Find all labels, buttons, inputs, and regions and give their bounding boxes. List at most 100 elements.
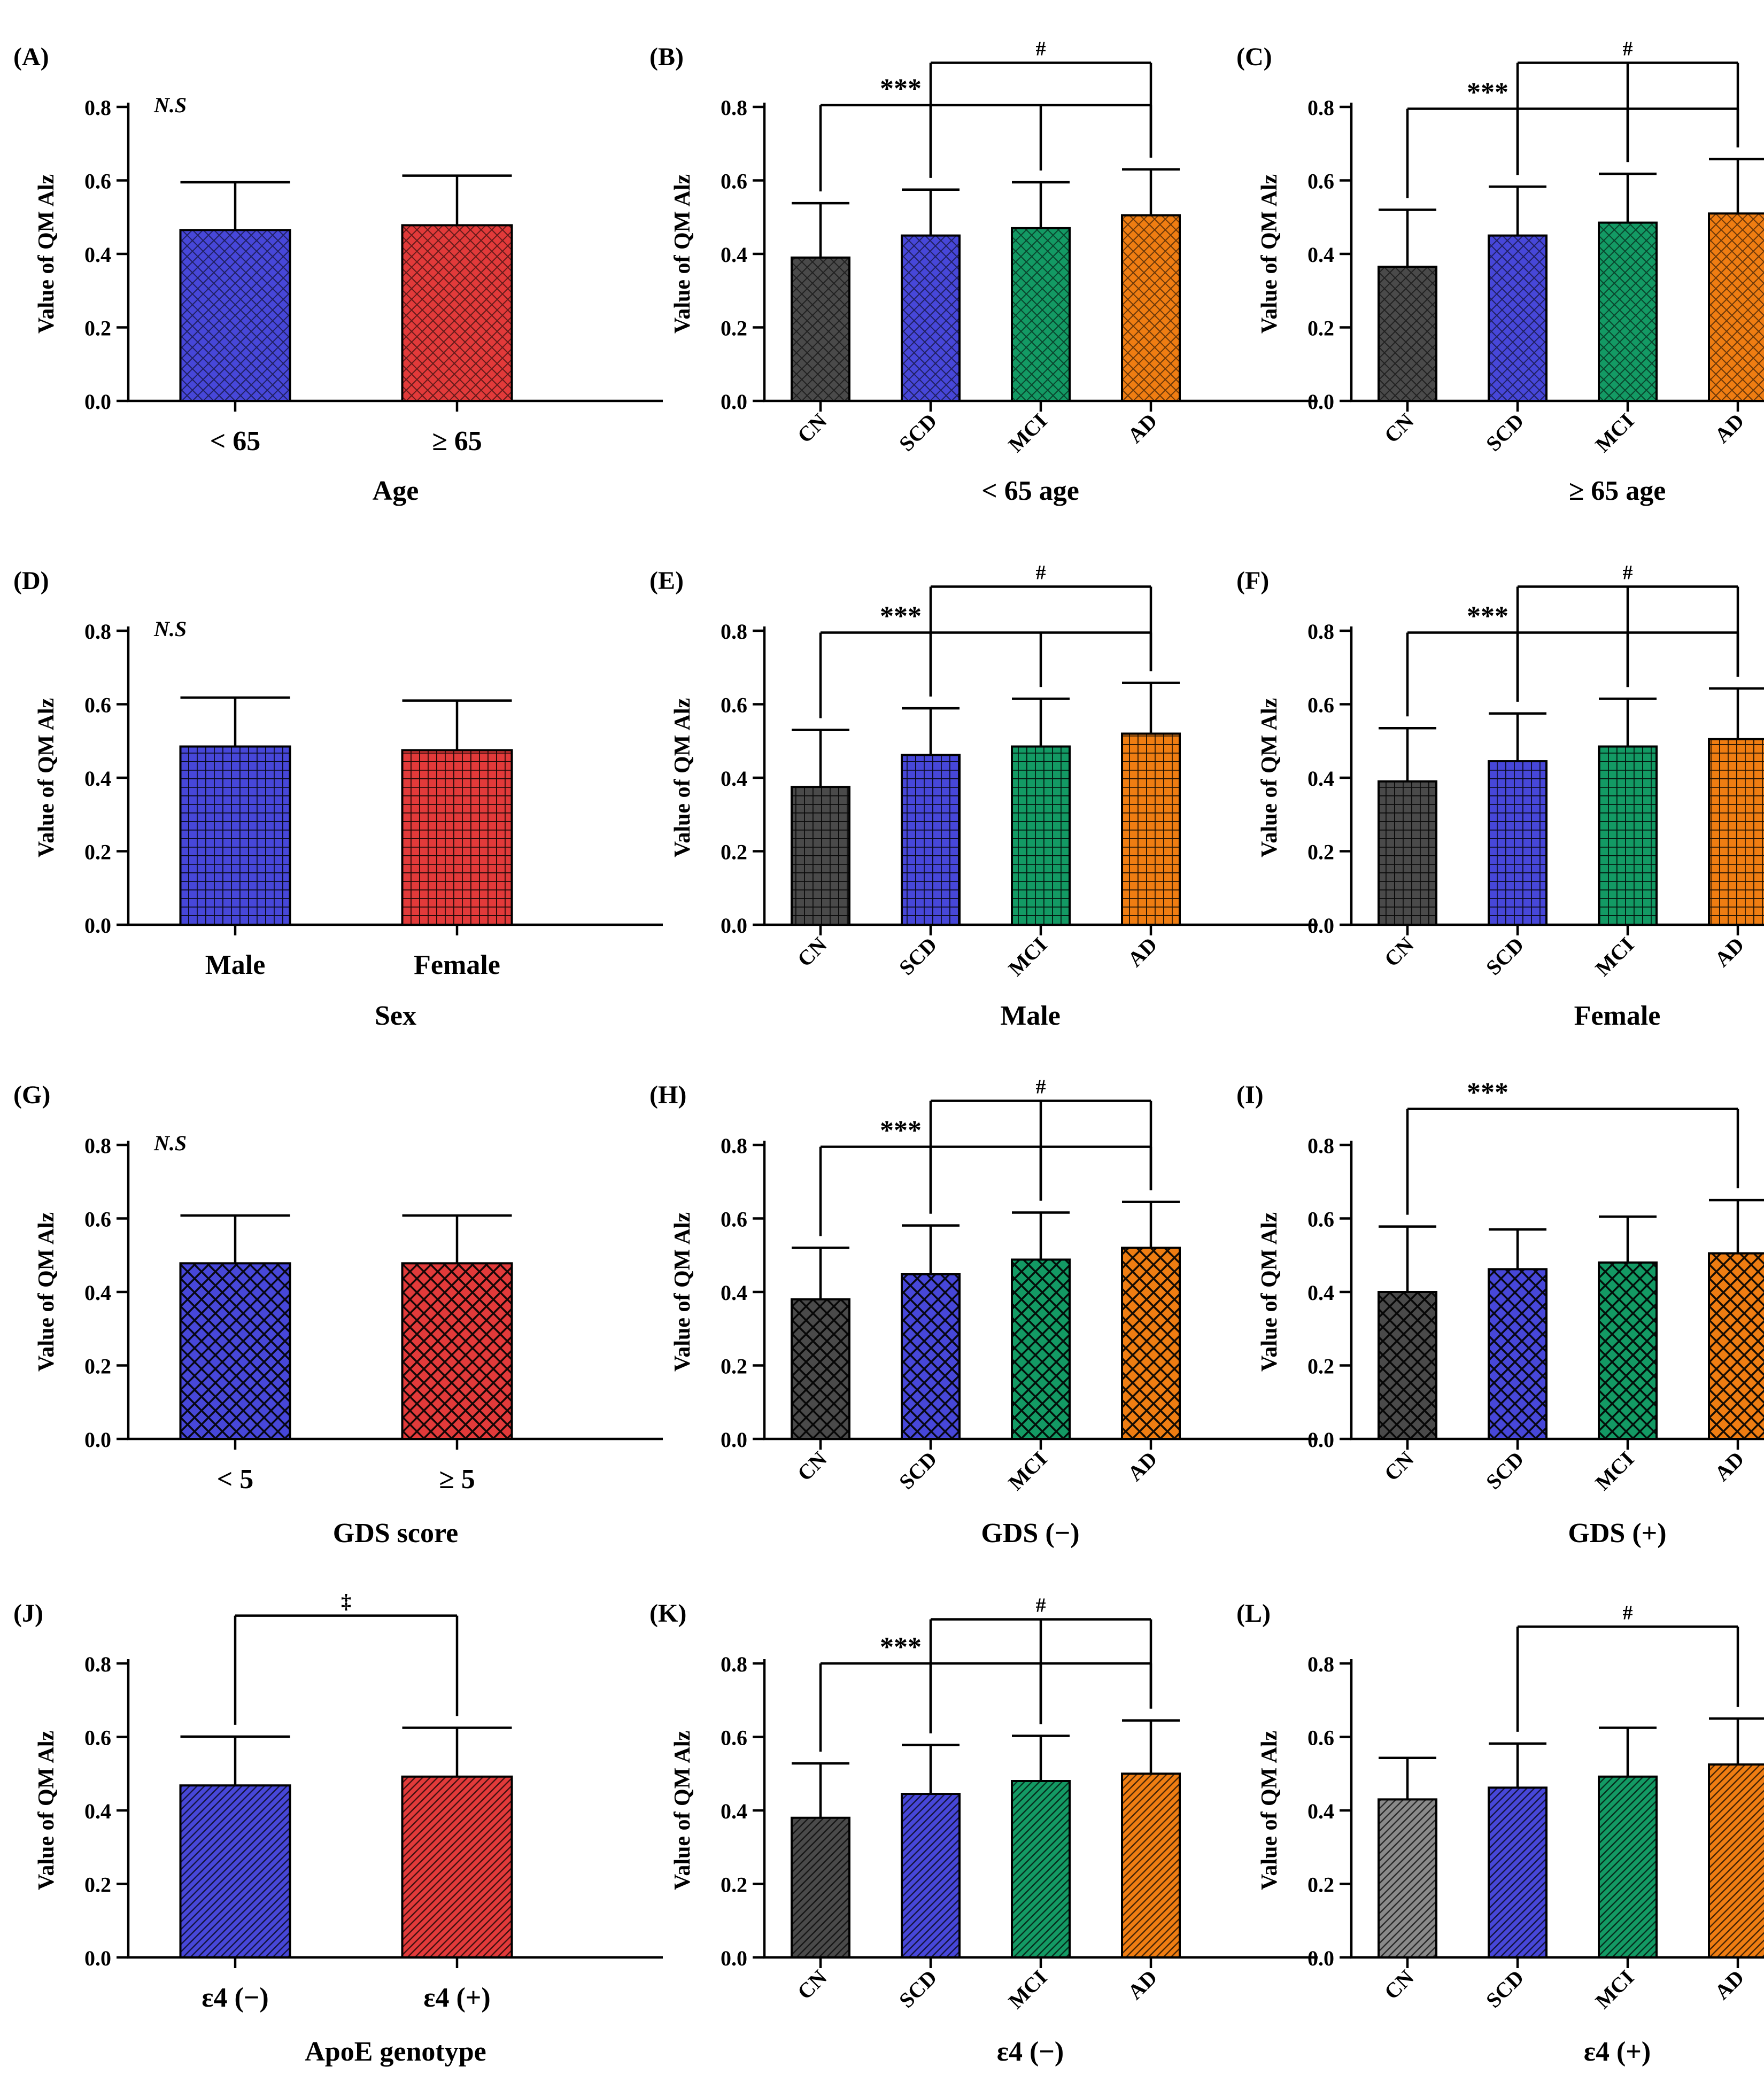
x-tick-label: SCD — [1481, 933, 1528, 980]
bar — [901, 234, 961, 402]
significance-bracket — [929, 1618, 1152, 1733]
x-axis-label: < 65 age — [981, 476, 1079, 506]
significance-bracket — [929, 61, 1152, 178]
x-tick-label: MCI — [1590, 409, 1638, 457]
y-tick-label: 0.8 — [721, 1652, 747, 1676]
error-bar — [1012, 1735, 1070, 1781]
y-tick-label: 0.0 — [84, 1946, 111, 1970]
y-tick-label: 0.0 — [721, 1428, 747, 1452]
error-bar — [402, 1214, 512, 1264]
x-tick-label: SCD — [894, 1447, 941, 1494]
error-bar — [792, 1762, 849, 1818]
y-tick-label: 0.4 — [1307, 767, 1334, 791]
error-bar — [792, 1247, 849, 1299]
significance-label: # — [1036, 1594, 1046, 1617]
error-bar — [1709, 1198, 1764, 1253]
error-bar — [1379, 208, 1436, 267]
significance-label: # — [1623, 38, 1633, 60]
y-tick-label: 0.6 — [721, 693, 747, 717]
x-tick-label: SCD — [1481, 409, 1528, 456]
x-tick-label: AD — [1710, 933, 1749, 972]
significance-label: *** — [880, 1115, 922, 1145]
x-tick-label: Male — [205, 950, 266, 980]
significance-label: *** — [880, 74, 922, 104]
x-tick-label: AD — [1123, 1447, 1162, 1486]
significance-bracket — [819, 104, 1152, 192]
y-tick-label: 0.6 — [721, 169, 747, 193]
bar — [1488, 1268, 1548, 1440]
y-tick-label: 0.0 — [1307, 390, 1334, 414]
y-tick-label: 0.8 — [721, 620, 747, 644]
y-tick-label: 0.2 — [84, 1873, 111, 1897]
error-bar — [1709, 1717, 1764, 1765]
y-tick-label: 0.4 — [721, 767, 747, 791]
bar — [1708, 1763, 1764, 1958]
bar — [1708, 212, 1764, 402]
significance-bracket — [1406, 107, 1739, 198]
error-bar — [180, 696, 290, 747]
x-axis-label: GDS (−) — [981, 1518, 1079, 1549]
bar — [1121, 214, 1181, 402]
bar — [901, 1273, 961, 1440]
x-tick-label: AD — [1123, 1965, 1162, 2004]
y-tick-label: 0.8 — [1307, 1134, 1334, 1158]
y-tick-label: 0.2 — [1307, 840, 1334, 864]
bar — [1011, 745, 1071, 926]
bar — [401, 1262, 513, 1440]
x-tick-label: AD — [1123, 409, 1162, 448]
y-axis-label: Value of QM Alz — [34, 698, 59, 857]
error-bar — [1489, 1228, 1546, 1269]
x-tick-label: MCI — [1590, 1447, 1638, 1495]
error-bar — [1489, 1742, 1546, 1788]
x-axis-label: ε4 (+) — [1584, 2037, 1651, 2067]
significance-note: N.S — [153, 1131, 187, 1155]
chart-panel: (G) 0.0 0.2 0.4 0.6 0.8 Value of QM Alz N.S < 5 ≥… — [13, 1081, 663, 1549]
bar — [1598, 745, 1658, 926]
error-bar — [1012, 697, 1070, 747]
bar — [1378, 266, 1437, 402]
bar — [1708, 1252, 1764, 1440]
x-tick-label: AD — [1710, 1447, 1749, 1486]
x-tick-label: < 65 — [210, 426, 261, 456]
significance-bracket — [1516, 61, 1739, 175]
significance-label: ‡ — [341, 1591, 351, 1613]
chart-panel: (K) 0.0 0.2 0.4 0.6 0.8 Value of QM Alz CN SCD MC… — [649, 1594, 1318, 2067]
significance-label: *** — [1467, 77, 1508, 107]
significance-bracket — [1406, 1108, 1739, 1215]
error-bar — [1012, 181, 1070, 228]
y-tick-label: 0.8 — [1307, 1652, 1334, 1676]
significance-label: # — [1623, 1601, 1633, 1624]
bar — [401, 224, 513, 402]
x-tick-label: SCD — [894, 409, 941, 456]
error-bar — [180, 181, 290, 230]
bar — [1378, 1291, 1437, 1440]
significance-bracket — [234, 1614, 459, 1725]
bar — [1011, 1780, 1071, 1958]
x-tick-label: CN — [1380, 932, 1419, 971]
y-tick-label: 0.6 — [84, 693, 111, 717]
panel-label: (B) — [649, 43, 684, 71]
y-tick-label: 0.6 — [721, 1207, 747, 1232]
error-bar — [1599, 1215, 1657, 1263]
y-tick-label: 0.6 — [1307, 693, 1334, 717]
chart-panel: (H) 0.0 0.2 0.4 0.6 0.8 Value of QM Alz CN SCD MC… — [649, 1076, 1318, 1549]
y-tick-label: 0.4 — [84, 1799, 111, 1823]
bar — [401, 1775, 513, 1958]
x-axis-label: GDS (+) — [1568, 1518, 1666, 1549]
error-bar — [1709, 687, 1764, 739]
bar — [791, 256, 850, 402]
x-tick-label: CN — [793, 408, 832, 447]
error-bar — [1122, 168, 1180, 215]
chart-panel: (L) 0.0 0.2 0.4 0.6 0.8 Value of QM Alz CN SCD MC… — [1236, 1599, 1764, 2067]
x-axis-label: Sex — [375, 1001, 416, 1031]
error-bar — [902, 1224, 960, 1274]
x-tick-label: CN — [793, 1965, 832, 2004]
y-tick-label: 0.8 — [721, 96, 747, 120]
x-tick-label: ≥ 65 — [432, 426, 482, 456]
significance-label: *** — [1467, 601, 1508, 631]
bar — [1598, 1261, 1658, 1440]
x-axis-label: ≥ 65 age — [1569, 476, 1666, 506]
error-bar — [402, 699, 512, 750]
y-axis-label: Value of QM Alz — [1257, 174, 1282, 334]
y-axis-label: Value of QM Alz — [34, 174, 59, 334]
